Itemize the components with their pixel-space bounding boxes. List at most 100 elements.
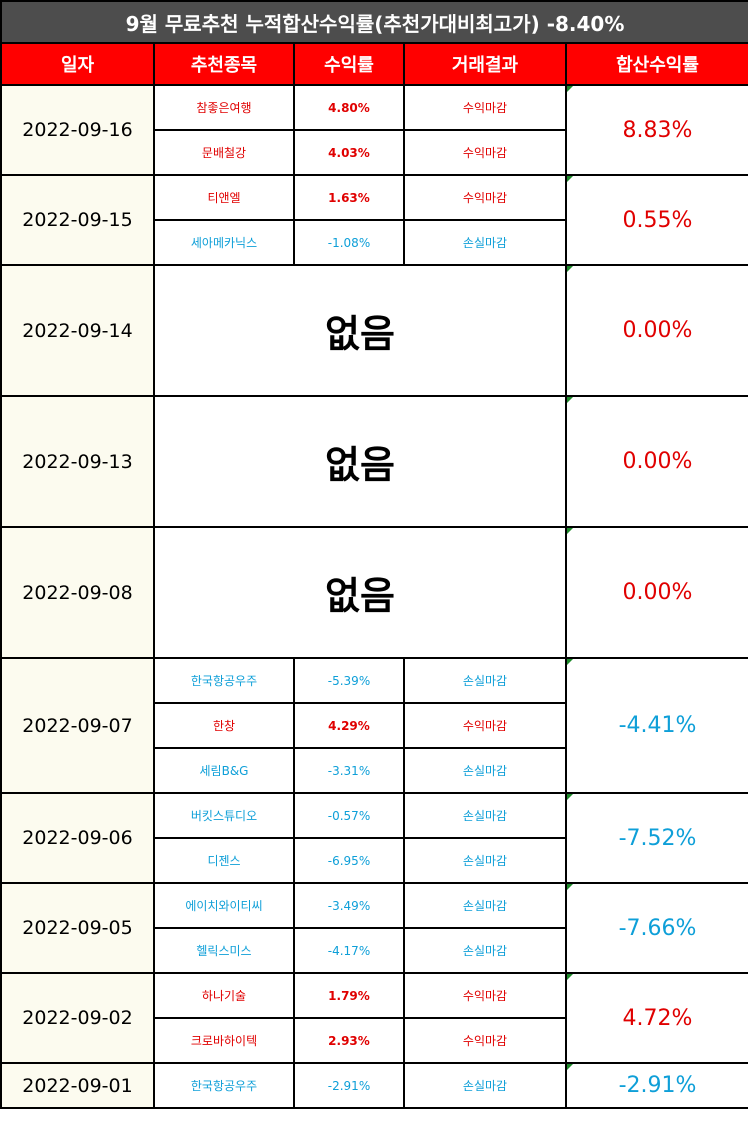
row-date: 2022-09-07 [0, 657, 155, 794]
table-body: 2022-09-16 참좋은여행 4.80% 수익마감 8.83% 문배철강 4.03% 수익… [0, 84, 748, 1109]
cell-comment-marker [567, 794, 573, 800]
stock-name: 헬릭스미스 [153, 927, 295, 974]
page-title: 9월 무료추천 누적합산수익률(추천가대비최고가) -8.40% [0, 0, 748, 44]
header-stock: 추천종목 [153, 42, 295, 86]
trade-result: 수익마감 [403, 129, 567, 176]
table-row: 2022-09-15 티앤엘 1.63% 수익마감 0.55% [0, 174, 748, 266]
cell-comment-marker [567, 86, 573, 92]
cell-comment-marker [567, 528, 573, 534]
stock-name: 한국항공우주 [153, 1062, 295, 1109]
row-sum-value: 0.55% [622, 207, 693, 233]
table-row: 크로바하이텍 2.93% 수익마감 [1, 1017, 748, 1064]
table-row: 2022-09-07 한국항공우주 -5.39% 손실마감 -4.41% [0, 657, 748, 794]
table-row: 2022-09-16 참좋은여행 4.80% 수익마감 8.83% [0, 84, 748, 176]
row-sum-return: 8.83% [565, 84, 748, 176]
row-sum-return: 0.00% [565, 526, 748, 659]
table-row: 디젠스 -6.95% 손실마감 [1, 837, 748, 884]
stock-name: 문배철강 [153, 129, 295, 176]
row-sum-return: -2.91% [565, 1062, 748, 1109]
trade-result: 수익마감 [403, 84, 567, 131]
row-sum-value: 0.00% [622, 318, 693, 343]
trade-result: 수익마감 [403, 174, 567, 221]
row-sum-return: -4.41% [565, 657, 748, 794]
trade-result: 손실마감 [403, 1062, 567, 1109]
table-row: 2022-09-08 없음 0.00% [0, 526, 748, 659]
table-row: 2022-09-05 에이치와이티씨 -3.49% 손실마감 -7.66% [0, 882, 748, 974]
trade-result: 손실마감 [403, 657, 567, 704]
stock-name: 에이치와이티씨 [153, 882, 295, 929]
stock-name: 버킷스튜디오 [153, 792, 295, 839]
stock-return: -0.57% [293, 792, 405, 839]
stock-name: 참좋은여행 [153, 84, 295, 131]
cell-comment-marker [567, 266, 573, 272]
row-sum-value: -2.91% [618, 1073, 697, 1098]
row-date: 2022-09-01 [0, 1062, 155, 1109]
stock-return: -1.08% [293, 219, 405, 266]
trade-result: 손실마감 [403, 927, 567, 974]
table-row: 2022-09-13 없음 0.00% [0, 395, 748, 528]
row-sum-return: 4.72% [565, 972, 748, 1064]
stock-name: 하나기술 [153, 972, 295, 1019]
stock-return: 1.63% [293, 174, 405, 221]
stock-name: 세아메카닉스 [153, 219, 295, 266]
row-date: 2022-09-08 [0, 526, 155, 659]
table-row: 한창 4.29% 수익마감 [1, 702, 748, 749]
trade-result: 손실마감 [403, 837, 567, 884]
trade-result: 손실마감 [403, 882, 567, 929]
cell-comment-marker [567, 176, 573, 182]
row-date: 2022-09-06 [0, 792, 155, 884]
row-sum-return: 0.00% [565, 395, 748, 528]
row-sum-return: 0.55% [565, 174, 748, 266]
row-sum-value: 0.00% [622, 580, 693, 605]
stock-return: -3.31% [293, 747, 405, 794]
stock-name: 한창 [153, 702, 295, 749]
table-row: 헬릭스미스 -4.17% 손실마감 [1, 927, 748, 974]
cell-comment-marker [567, 659, 573, 665]
row-sum-value: 8.83% [622, 117, 693, 143]
stock-return: -2.91% [293, 1062, 405, 1109]
trade-result: 손실마감 [403, 747, 567, 794]
cell-comment-marker [567, 397, 573, 403]
stock-return: 2.93% [293, 1017, 405, 1064]
trade-result: 수익마감 [403, 1017, 567, 1064]
row-sum-value: -7.52% [618, 825, 697, 851]
stock-return: -3.49% [293, 882, 405, 929]
row-date: 2022-09-02 [0, 972, 155, 1064]
trade-result: 수익마감 [403, 702, 567, 749]
stock-name: 티앤엘 [153, 174, 295, 221]
row-date: 2022-09-15 [0, 174, 155, 266]
stock-return: -5.39% [293, 657, 405, 704]
table-row: 세아메카닉스 -1.08% 손실마감 [1, 219, 748, 266]
row-sum-value: 4.72% [622, 1005, 693, 1031]
row-sum-value: 0.00% [622, 449, 693, 474]
row-sum-return: 0.00% [565, 264, 748, 397]
row-date: 2022-09-16 [0, 84, 155, 176]
stock-return: -6.95% [293, 837, 405, 884]
header-date: 일자 [0, 42, 155, 86]
header-sum-return: 합산수익률 [565, 42, 748, 86]
stock-name: 크로바하이텍 [153, 1017, 295, 1064]
row-date: 2022-09-14 [0, 264, 155, 397]
table-row: 2022-09-02 하나기술 1.79% 수익마감 4.72% [0, 972, 748, 1064]
header-return: 수익률 [293, 42, 405, 86]
trade-result: 손실마감 [403, 219, 567, 266]
stock-return: 1.79% [293, 972, 405, 1019]
table-row: 세림B&G -3.31% 손실마감 [1, 747, 748, 794]
table-row: 문배철강 4.03% 수익마감 [1, 129, 748, 176]
table-row: 2022-09-06 버킷스튜디오 -0.57% 손실마감 -7.52% [0, 792, 748, 884]
stock-name: 디젠스 [153, 837, 295, 884]
stock-return: -4.17% [293, 927, 405, 974]
row-sum-value: -4.41% [618, 713, 697, 738]
cell-comment-marker [567, 974, 573, 980]
row-sum-return: -7.52% [565, 792, 748, 884]
row-date: 2022-09-13 [0, 395, 155, 528]
row-sum-return: -7.66% [565, 882, 748, 974]
stock-name: 세림B&G [153, 747, 295, 794]
no-recommendation: 없음 [153, 264, 567, 397]
cell-comment-marker [567, 1064, 573, 1070]
row-date: 2022-09-05 [0, 882, 155, 974]
stock-return: 4.29% [293, 702, 405, 749]
cell-comment-marker [567, 884, 573, 890]
no-recommendation: 없음 [153, 395, 567, 528]
